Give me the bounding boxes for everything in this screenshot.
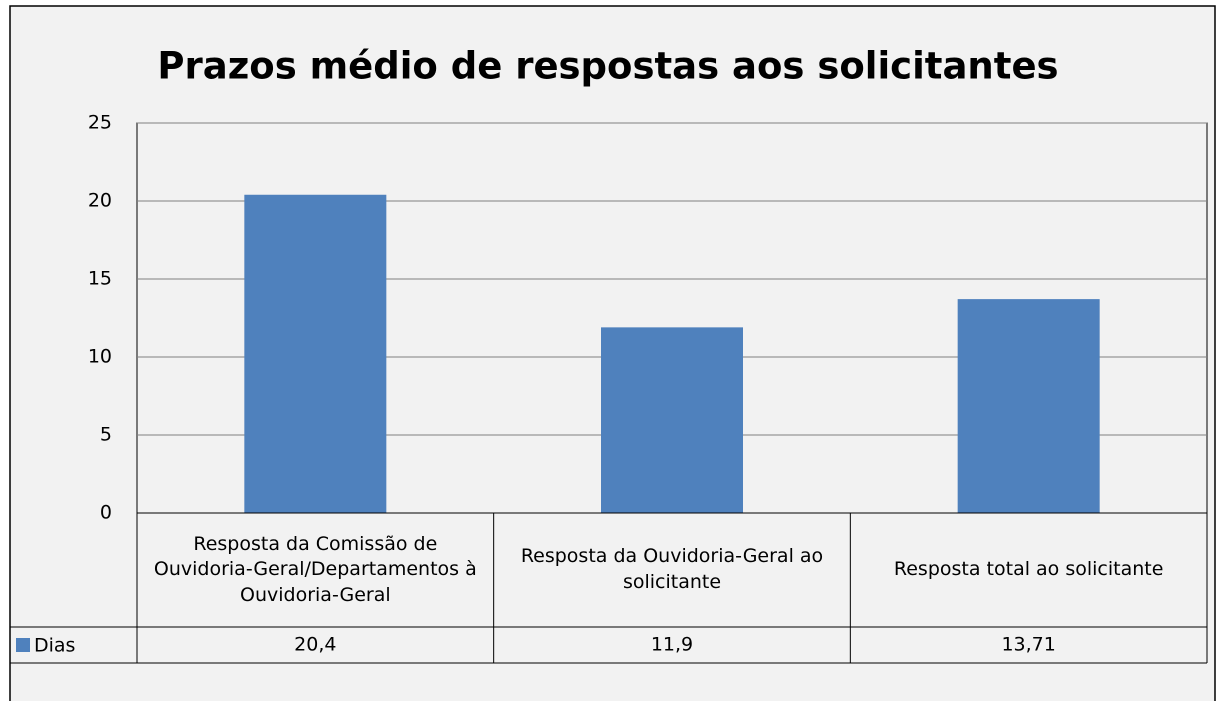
chart-title: Prazos médio de respostas aos solicitant… <box>157 45 1058 88</box>
y-tick-label: 25 <box>88 112 112 134</box>
bar <box>601 327 743 513</box>
data-table-value: 13,71 <box>1001 634 1055 656</box>
legend-label: Dias <box>34 635 75 657</box>
data-table-value: 20,4 <box>294 634 336 656</box>
data-table-value: 11,9 <box>651 634 693 656</box>
x-category-cell: Resposta da Ouvidoria-Geral ao solicitan… <box>520 545 824 593</box>
y-tick-label: 15 <box>88 268 112 290</box>
x-category-cell: Resposta total ao solicitante <box>893 558 1164 581</box>
x-tick-label: Resposta total ao solicitante <box>893 558 1164 581</box>
x-tick-label: Resposta da Comissão de Ouvidoria-Geral/… <box>153 532 477 606</box>
bar <box>957 299 1100 513</box>
y-tick-label: 5 <box>100 424 112 446</box>
y-tick-label: 0 <box>100 502 112 524</box>
bar <box>244 194 387 513</box>
x-category-cell: Resposta da Comissão de Ouvidoria-Geral/… <box>153 532 477 606</box>
x-tick-label: Resposta da Ouvidoria-Geral ao solicitan… <box>520 545 824 593</box>
y-tick-label: 10 <box>88 346 112 368</box>
legend-key <box>16 638 30 652</box>
y-tick-label: 20 <box>88 190 112 212</box>
